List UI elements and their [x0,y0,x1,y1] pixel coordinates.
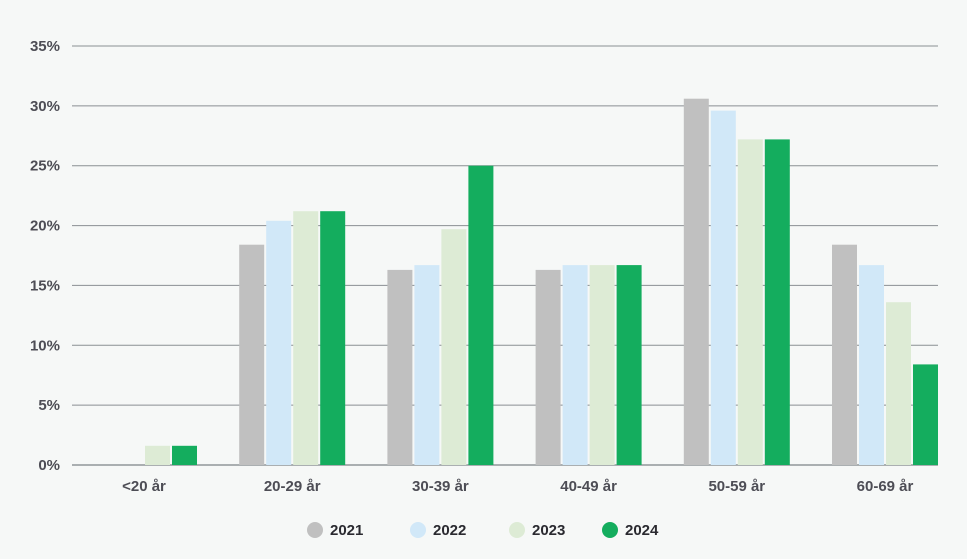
x-tick-label: 20-29 år [264,478,321,495]
legend-swatch [602,522,618,538]
bar-2021-3 [535,269,561,465]
legend-label: 2024 [625,522,659,539]
bar-2022-2 [414,265,440,465]
legend-item: 2022 [410,522,466,539]
bars [145,98,938,465]
bar-2023-4 [737,139,763,465]
y-tick-label: 15% [30,277,60,294]
bar-2023-0 [145,445,170,465]
legend: 2021 2022 2023 2024 [307,522,659,539]
bar-2021-1 [239,244,265,465]
bar-2023-3 [589,265,615,465]
legend-swatch [509,522,525,538]
bar-2024-3 [616,265,642,465]
legend-swatch [307,522,323,538]
x-tick-label: 40-49 år [560,478,617,495]
x-axis-ticks: <20 år 20-29 år 30-39 år 40-49 år 50-59 år 60… [122,478,913,495]
y-tick-label: 30% [30,98,60,115]
bar-2023-2 [441,229,467,465]
bar-2022-3 [562,265,588,465]
y-axis-ticks: 0% 5% 10% 15% 20% 25% 30% 35% [30,38,60,474]
y-tick-label: 10% [30,337,60,354]
bar-2022-4 [710,110,736,465]
bar-2024-5 [913,364,938,465]
bar-2021-5 [832,244,857,465]
y-tick-label: 35% [30,38,60,55]
x-tick-label: 30-39 år [412,478,469,495]
legend-label: 2023 [532,522,565,539]
legend-label: 2022 [433,522,466,539]
bar-2023-5 [886,302,911,465]
bar-2023-1 [293,211,319,465]
bar-2022-5 [859,265,884,465]
legend-item: 2023 [509,522,565,539]
bar-2024-0 [172,445,197,465]
bar-2021-2 [387,269,413,465]
legend-item: 2021 [307,522,363,539]
x-tick-label: 60-69 år [857,478,914,495]
bar-2024-2 [468,165,494,465]
bar-2021-4 [683,98,709,465]
bar-2024-4 [764,139,790,465]
legend-swatch [410,522,426,538]
legend-item: 2024 [602,522,659,539]
x-tick-label: 50-59 år [708,478,765,495]
legend-label: 2021 [330,522,363,539]
y-tick-label: 20% [30,218,60,235]
bar-2022-1 [266,220,292,465]
y-tick-label: 25% [30,158,60,175]
y-tick-label: 0% [38,457,60,474]
gridlines [72,45,938,466]
x-tick-label: <20 år [122,478,166,495]
bar-2024-1 [320,211,346,465]
y-tick-label: 5% [38,397,60,414]
